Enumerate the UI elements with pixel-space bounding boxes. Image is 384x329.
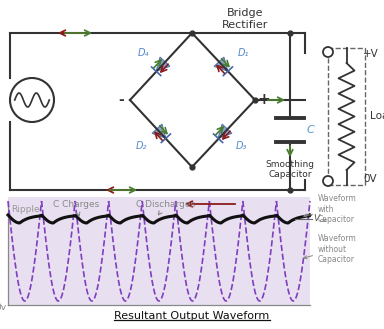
Text: Resultant Output Waveform: Resultant Output Waveform: [114, 311, 270, 321]
Text: Ripple: Ripple: [11, 205, 40, 214]
Text: Smoothing
Capacitor: Smoothing Capacitor: [265, 160, 314, 179]
Circle shape: [323, 176, 333, 186]
Polygon shape: [214, 57, 228, 71]
Text: D₂: D₂: [135, 141, 147, 151]
Text: Bridge
Rectifier: Bridge Rectifier: [222, 8, 268, 30]
Text: 0V: 0V: [363, 174, 377, 184]
Polygon shape: [218, 124, 232, 138]
Text: Load: Load: [370, 111, 384, 121]
Text: +V: +V: [363, 49, 379, 59]
Bar: [8, 197, 310, 305]
Text: +: +: [258, 92, 270, 108]
Text: D₃: D₃: [235, 141, 247, 151]
Bar: [328, 48, 365, 185]
Circle shape: [323, 47, 333, 57]
Text: Waveform
without
Capacitor: Waveform without Capacitor: [304, 234, 357, 264]
Text: C Charges: C Charges: [53, 200, 99, 216]
Text: 0v: 0v: [0, 303, 6, 312]
Polygon shape: [156, 57, 170, 71]
Text: D₄: D₄: [137, 48, 149, 58]
Text: -: -: [118, 93, 124, 107]
Text: D₁: D₁: [237, 48, 249, 58]
Text: C: C: [307, 125, 315, 135]
Text: C Discharges: C Discharges: [136, 200, 195, 215]
Polygon shape: [152, 124, 166, 138]
Text: $V_{dc}$: $V_{dc}$: [313, 212, 329, 225]
Text: Waveform
with
Capacitor: Waveform with Capacitor: [304, 194, 357, 224]
